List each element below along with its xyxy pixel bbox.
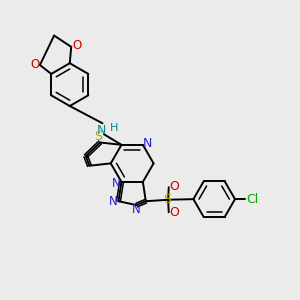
Text: N: N	[143, 137, 152, 150]
Text: N: N	[109, 195, 118, 208]
Text: N: N	[97, 124, 106, 137]
Text: O: O	[169, 206, 179, 219]
Text: N: N	[132, 203, 141, 216]
Text: N: N	[112, 177, 121, 190]
Text: Cl: Cl	[246, 193, 258, 206]
Text: S: S	[94, 130, 103, 143]
Text: S: S	[163, 193, 171, 206]
Text: O: O	[72, 39, 81, 52]
Text: H: H	[110, 123, 118, 133]
Text: O: O	[30, 58, 39, 71]
Text: O: O	[169, 180, 179, 193]
